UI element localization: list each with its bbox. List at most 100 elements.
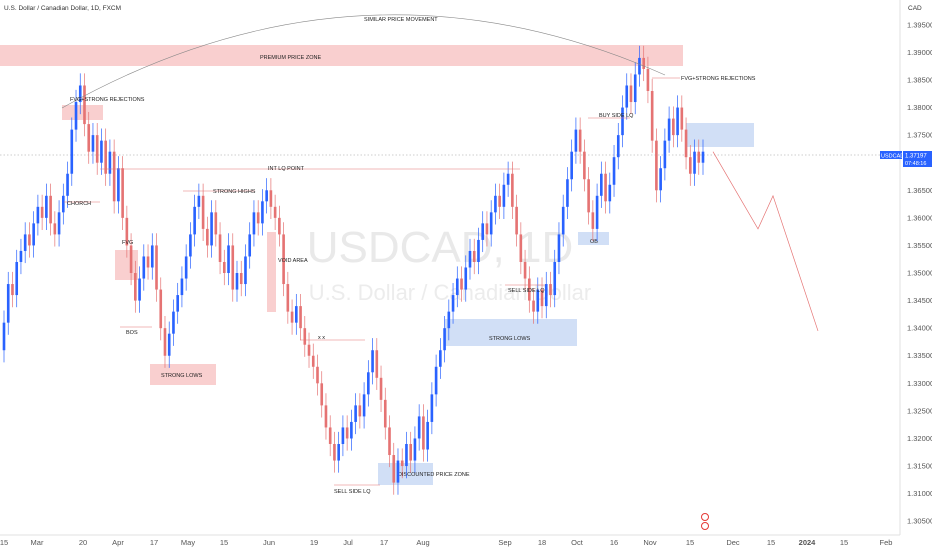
candle xyxy=(104,128,107,186)
candle-body xyxy=(494,195,497,213)
candle-body xyxy=(574,129,578,152)
candle xyxy=(36,194,40,236)
candle-body xyxy=(282,234,285,285)
candle-body xyxy=(646,68,650,92)
candle-body xyxy=(49,195,52,224)
candle-body xyxy=(206,228,209,246)
candle-body xyxy=(557,234,561,262)
candle xyxy=(667,106,671,153)
candle xyxy=(472,238,476,275)
premium-zone-label: PREMIUM PRICE ZONE xyxy=(260,55,321,61)
price-tick-label: 1.32000 xyxy=(907,434,932,443)
candle xyxy=(163,316,167,368)
candle-body xyxy=(78,85,82,103)
candle xyxy=(527,266,531,313)
candle-body xyxy=(663,140,667,169)
candle xyxy=(189,222,192,269)
candle xyxy=(650,78,654,153)
event-icons[interactable] xyxy=(701,513,709,530)
candle xyxy=(324,393,328,440)
candle xyxy=(625,73,629,120)
candle-body xyxy=(536,289,540,312)
candle xyxy=(2,310,6,363)
candle xyxy=(341,415,345,457)
candle xyxy=(400,448,404,479)
candle-body xyxy=(112,151,116,202)
candle xyxy=(167,321,171,368)
candle xyxy=(210,200,213,258)
candle-body xyxy=(244,256,247,285)
candle-body xyxy=(6,284,10,323)
candle xyxy=(87,111,91,164)
candle-body xyxy=(506,173,510,185)
price-tick-label: 1.39000 xyxy=(907,48,932,57)
candle-body xyxy=(472,250,476,262)
price-axis[interactable]: 1.395001.390001.385001.380001.375001.370… xyxy=(907,20,932,525)
price-tick-label: 1.33500 xyxy=(907,351,932,360)
candle xyxy=(566,167,569,219)
candle xyxy=(629,73,633,115)
candle xyxy=(540,277,544,319)
candle xyxy=(206,216,209,258)
candle xyxy=(70,117,74,186)
candle-body xyxy=(561,206,565,235)
time-tick-label: May xyxy=(181,538,195,547)
candle xyxy=(638,45,641,87)
candle xyxy=(494,183,497,225)
candle-body xyxy=(184,256,188,279)
candle xyxy=(11,271,14,308)
candle xyxy=(328,415,332,457)
candle xyxy=(612,145,616,197)
candle xyxy=(561,194,565,247)
candle xyxy=(176,282,180,324)
candle xyxy=(392,442,396,495)
chart-title: U.S. Dollar / Canadian Dollar, 1D, FXCM xyxy=(4,5,121,12)
candle-body xyxy=(235,273,239,290)
candle-body xyxy=(222,261,226,274)
candle-body xyxy=(655,140,658,191)
candle xyxy=(142,244,146,291)
candle xyxy=(61,183,65,225)
candle-body xyxy=(214,212,218,235)
candle-body xyxy=(388,427,391,456)
candle xyxy=(100,128,103,175)
candle xyxy=(519,222,523,275)
candle-body xyxy=(341,427,345,444)
candle xyxy=(294,293,298,335)
candle-body xyxy=(95,135,99,163)
candle-body xyxy=(371,350,374,373)
candle-body xyxy=(443,328,446,351)
price-tick-label: 1.39500 xyxy=(907,20,932,29)
candle xyxy=(184,244,188,291)
candle-body xyxy=(294,306,298,323)
candle xyxy=(379,365,383,413)
candle-body xyxy=(11,284,14,296)
candle xyxy=(447,299,451,341)
candle xyxy=(172,299,175,346)
candle-body xyxy=(350,421,353,439)
time-tick-label: Jul xyxy=(343,538,353,547)
ob-label: OB xyxy=(590,239,598,245)
candle xyxy=(676,95,679,148)
candle-body xyxy=(515,206,518,235)
price-tick-label: 1.38500 xyxy=(907,75,932,84)
candle-body xyxy=(201,195,205,229)
candle xyxy=(15,249,19,308)
time-axis[interactable]: 15 Mar 20 Apr 17 May 15 Jun 19 Jul 17 Aug Sep 18 Oct 16… xyxy=(0,538,892,547)
price-tick-label: 1.36500 xyxy=(907,186,932,195)
candle-body xyxy=(383,399,387,428)
candle-body xyxy=(227,245,230,274)
chorch-label: CHORCH xyxy=(67,201,91,207)
candle-body xyxy=(650,91,654,141)
time-tick-label: 16 xyxy=(610,538,618,547)
candle-body xyxy=(311,355,315,367)
candle-body xyxy=(193,206,196,235)
candle-body xyxy=(328,427,332,444)
candle xyxy=(417,404,421,451)
candle xyxy=(19,238,23,275)
candle-body xyxy=(642,57,646,69)
currency-label: CAD xyxy=(908,5,922,12)
price-badge-countdown: 07:48:16 xyxy=(905,161,926,167)
candle-body xyxy=(269,190,273,207)
